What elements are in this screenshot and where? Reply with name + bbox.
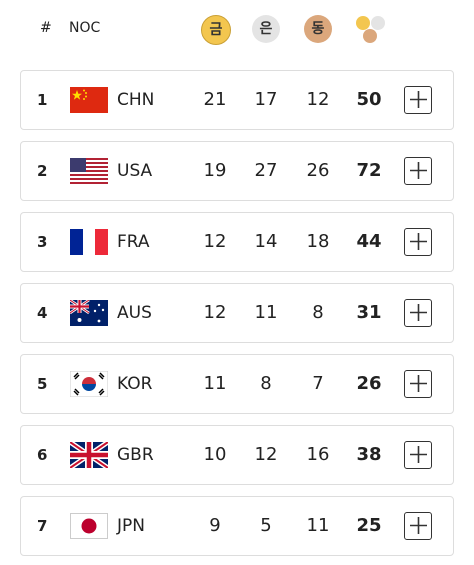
- medal-row: 4 AUS 12 11 8 31: [20, 283, 454, 343]
- flag: [70, 229, 108, 255]
- rank: 5: [37, 375, 48, 393]
- gold-count: 10: [203, 444, 227, 465]
- gold-count: 9: [209, 515, 221, 536]
- flag: [70, 87, 108, 113]
- plus-icon: [409, 304, 427, 321]
- expand-button[interactable]: [404, 512, 432, 540]
- rank-header: #: [40, 20, 52, 36]
- bronze-count: 12: [306, 89, 330, 110]
- bronze-count: 11: [306, 515, 330, 536]
- rank: 3: [37, 233, 48, 251]
- flag: [70, 158, 108, 184]
- medal-row: 2 USA 19 27 26 72: [20, 141, 454, 201]
- bronze-count: 18: [306, 231, 330, 252]
- expand-button[interactable]: [404, 441, 432, 469]
- rank: 4: [37, 304, 48, 322]
- flag: [70, 300, 108, 326]
- noc-header: NOC: [69, 20, 101, 36]
- flag: [70, 513, 108, 539]
- noc-code: AUS: [117, 303, 152, 323]
- flag: [70, 371, 108, 397]
- bronze-header: 동: [304, 15, 332, 43]
- total-count: 72: [356, 160, 382, 181]
- plus-icon: [409, 233, 427, 250]
- expand-button[interactable]: [404, 228, 432, 256]
- bronze-count: 7: [312, 373, 324, 394]
- gold-count: 12: [203, 231, 227, 252]
- total-count: 31: [356, 302, 382, 323]
- total-count: 44: [356, 231, 382, 252]
- total-icon: [356, 16, 385, 43]
- silver-count: 12: [254, 444, 278, 465]
- expand-button[interactable]: [404, 157, 432, 185]
- bronze-count: 26: [306, 160, 330, 181]
- gold-count: 12: [203, 302, 227, 323]
- bronze-count: 16: [306, 444, 330, 465]
- silver-header: 은: [252, 15, 280, 43]
- expand-button[interactable]: [404, 86, 432, 114]
- noc-code: GBR: [117, 445, 154, 465]
- medal-row: 3 FRA 12 14 18 44: [20, 212, 454, 272]
- noc-code: JPN: [117, 516, 145, 536]
- plus-icon: [409, 91, 427, 108]
- gold-header: 금: [201, 15, 231, 45]
- plus-icon: [409, 517, 427, 534]
- gold-count: 11: [203, 373, 227, 394]
- total-count: 50: [356, 89, 382, 110]
- silver-count: 5: [260, 515, 272, 536]
- rank: 6: [37, 446, 48, 464]
- bronze-count: 8: [312, 302, 324, 323]
- total-count: 26: [356, 373, 382, 394]
- rank: 7: [37, 517, 48, 535]
- expand-button[interactable]: [404, 299, 432, 327]
- noc-code: USA: [117, 161, 153, 181]
- flag: [70, 442, 108, 468]
- medal-row: 1 CHN 21 17 12 50: [20, 70, 454, 130]
- total-count: 25: [356, 515, 382, 536]
- silver-count: 8: [260, 373, 272, 394]
- medal-row: 7 JPN 9 5 11 25: [20, 496, 454, 556]
- gold-count: 21: [203, 89, 227, 110]
- medal-row: 6 GBR 10 12 16 38: [20, 425, 454, 485]
- silver-count: 11: [254, 302, 278, 323]
- noc-code: FRA: [117, 232, 150, 252]
- noc-code: KOR: [117, 374, 153, 394]
- plus-icon: [409, 375, 427, 392]
- plus-icon: [409, 446, 427, 463]
- silver-count: 17: [254, 89, 278, 110]
- gold-count: 19: [203, 160, 227, 181]
- total-count: 38: [356, 444, 382, 465]
- noc-code: CHN: [117, 90, 155, 110]
- plus-icon: [409, 162, 427, 179]
- silver-count: 14: [254, 231, 278, 252]
- medal-row: 5 KOR 11 8 7 26: [20, 354, 454, 414]
- rank: 2: [37, 162, 48, 180]
- silver-count: 27: [254, 160, 278, 181]
- rank: 1: [37, 91, 48, 109]
- expand-button[interactable]: [404, 370, 432, 398]
